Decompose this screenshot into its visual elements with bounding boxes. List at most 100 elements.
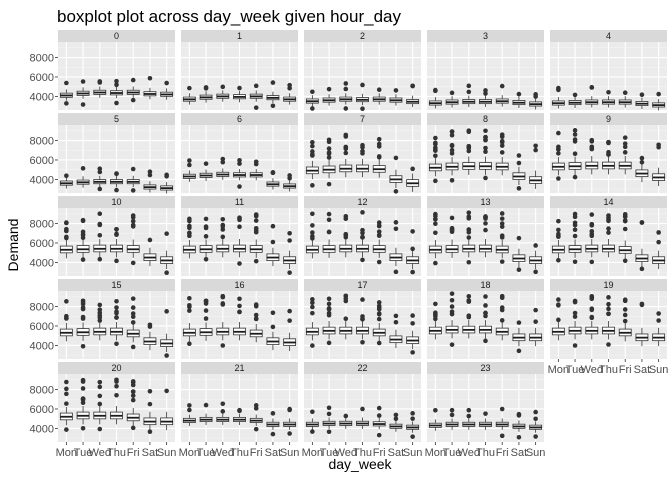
facet-panel: 2: [304, 30, 421, 111]
outlier-point: [572, 259, 578, 265]
outlier-point: [410, 411, 415, 416]
facet-strip-label: 15: [111, 280, 121, 290]
outlier-point: [622, 307, 628, 312]
outlier-point: [589, 296, 595, 302]
facet-strip-label: 11: [235, 197, 244, 207]
outlier-point: [433, 310, 438, 316]
outlier-point: [466, 216, 472, 221]
outlier-point: [639, 220, 645, 225]
outlier-point: [622, 258, 628, 264]
outlier-point: [483, 294, 488, 299]
outlier-point: [572, 128, 578, 133]
outlier-point: [433, 230, 438, 236]
outlier-point: [130, 213, 136, 218]
box: [512, 320, 526, 354]
outlier-point: [253, 426, 259, 432]
outlier-point: [622, 141, 628, 146]
outlier-point: [589, 259, 595, 265]
outlier-point: [466, 407, 472, 413]
outlier-point: [130, 260, 136, 266]
outlier-point: [360, 234, 365, 240]
box: [618, 211, 632, 264]
outlier-point: [466, 144, 472, 150]
outlier-point: [572, 298, 578, 304]
outlier-point: [310, 300, 315, 306]
outlier-point: [270, 310, 276, 316]
outlier-point: [80, 425, 86, 431]
box: [76, 166, 90, 188]
outlier-point: [533, 243, 538, 248]
outlier-point: [287, 230, 292, 236]
outlier-point: [270, 431, 276, 437]
y-tick-label: 6000: [30, 321, 54, 333]
outlier-point: [147, 172, 153, 178]
facet-strip-label: 10: [111, 197, 121, 207]
facet-strip-label: 6: [237, 114, 242, 124]
outlier-point: [310, 230, 315, 235]
outlier-point: [114, 78, 119, 84]
outlier-point: [187, 218, 192, 224]
outlier-point: [97, 256, 103, 262]
outlier-point: [499, 134, 505, 140]
x-tick-label: Sun: [526, 447, 546, 459]
outlier-point: [656, 318, 661, 323]
box: [602, 89, 615, 108]
outlier-point: [187, 85, 192, 91]
box: [495, 83, 509, 107]
x-tick-label: Wed: [89, 447, 111, 459]
facet-strip: [181, 279, 298, 291]
facet-strip: [58, 30, 175, 42]
box: [479, 411, 492, 430]
outlier-point: [326, 155, 332, 160]
outlier-point: [187, 225, 192, 231]
outlier-point: [656, 239, 661, 245]
outlier-point: [376, 413, 382, 418]
box: [635, 301, 649, 347]
outlier-point: [220, 294, 226, 300]
outlier-point: [533, 143, 538, 149]
outlier-point: [589, 223, 595, 228]
box: [160, 172, 174, 194]
outlier-point: [343, 81, 349, 86]
box: [618, 297, 632, 342]
outlier-point: [656, 144, 661, 150]
box: [495, 211, 509, 264]
outlier-point: [606, 140, 611, 146]
outlier-point: [343, 234, 349, 240]
outlier-point: [572, 220, 578, 226]
outlier-point: [466, 229, 472, 235]
outlier-point: [326, 306, 332, 311]
outlier-point: [360, 145, 365, 150]
x-tick-label: Mon: [302, 447, 323, 459]
facet-strip: [58, 113, 175, 125]
box: [110, 298, 123, 347]
facet-strip-label: 14: [603, 197, 613, 207]
outlier-point: [466, 148, 472, 154]
outlier-point: [622, 90, 628, 95]
box: [462, 407, 476, 430]
outlier-point: [606, 295, 611, 300]
outlier-point: [410, 83, 415, 89]
outlier-point: [343, 413, 349, 419]
outlier-point: [516, 348, 522, 354]
box: [182, 85, 196, 105]
x-tick-label: Tue: [566, 364, 585, 376]
box: [568, 211, 582, 265]
box: [652, 311, 666, 347]
facet-strip: [427, 279, 544, 291]
outlier-point: [393, 416, 399, 422]
outlier-point: [326, 211, 332, 217]
box: [512, 91, 526, 109]
outlier-point: [64, 228, 69, 234]
outlier-point: [114, 171, 119, 177]
box: [445, 215, 459, 258]
outlier-point: [237, 161, 242, 166]
box: [76, 377, 90, 431]
box: [406, 313, 420, 355]
box: [356, 210, 369, 263]
box: [495, 406, 509, 439]
box: [495, 293, 509, 341]
outlier-point: [97, 221, 103, 227]
